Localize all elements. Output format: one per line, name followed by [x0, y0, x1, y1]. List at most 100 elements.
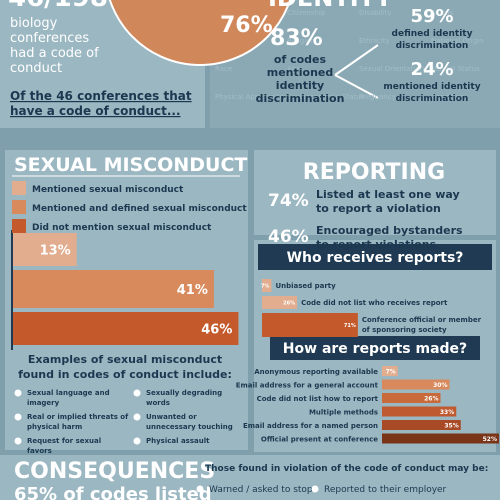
- bar: [382, 433, 499, 444]
- label: Code did not list how to report: [257, 395, 379, 403]
- label: 65% of codes listed: [14, 484, 212, 500]
- label: mentioned identity: [383, 82, 480, 92]
- label: 35%: [444, 423, 458, 430]
- bullet: [14, 389, 22, 397]
- label: 83%: [270, 26, 323, 51]
- label: Mentioned and defined sexual misconduct: [32, 204, 247, 214]
- label: discrimination: [396, 41, 469, 51]
- label: Real or implied threats of: [27, 413, 129, 421]
- label: 26%: [424, 396, 438, 403]
- label: REPORTING: [303, 160, 445, 185]
- label: SEXUAL MISCONDUCT: [14, 154, 247, 176]
- arrow: [334, 44, 379, 76]
- label: Encouraged bystanders: [316, 224, 463, 237]
- background-word: Condition: [431, 93, 464, 101]
- label: 76%: [220, 13, 273, 38]
- label: IDENTITY: [268, 0, 393, 12]
- label: CONSEQUENCES: [14, 459, 215, 484]
- label: Conference official or member: [362, 316, 482, 324]
- background-word: Pregnancy: [359, 93, 396, 101]
- background-word: Age: [287, 65, 301, 73]
- label: Sexually degrading: [146, 389, 222, 397]
- bar: [382, 379, 450, 390]
- label: Did not mention sexual misconduct: [32, 223, 212, 233]
- label: 7%: [386, 369, 396, 376]
- background-word: Ethnicity: [359, 37, 390, 45]
- background-word: Status: [431, 9, 454, 17]
- label: 33%: [440, 409, 454, 416]
- label: favors: [27, 447, 52, 455]
- label: words: [146, 399, 170, 407]
- label: Request for sexual: [27, 437, 101, 445]
- legend-swatch: [12, 181, 26, 195]
- label: discrimination: [256, 92, 345, 105]
- bar: [13, 312, 239, 345]
- label: Listed at least one way: [316, 188, 460, 201]
- label: 24%: [410, 59, 453, 80]
- label: identity: [276, 79, 324, 92]
- label: imagery: [27, 399, 60, 407]
- background-word: Sexual Orientation: [359, 65, 424, 73]
- label: 7%: [261, 284, 270, 290]
- who-header: [258, 244, 492, 270]
- label: Who receives reports?: [287, 250, 464, 266]
- bar: [382, 393, 441, 403]
- label: discrimination: [396, 94, 469, 104]
- label: Mentioned sexual misconduct: [32, 185, 184, 195]
- bar: [382, 366, 398, 376]
- label: conduct: [10, 61, 62, 76]
- bar: [262, 296, 298, 309]
- label: 74%: [268, 191, 309, 211]
- label: Unwanted or: [146, 413, 197, 421]
- label: defined identity: [392, 29, 473, 39]
- background-word: Religion: [287, 37, 315, 45]
- label: Of the 46 conferences that: [10, 89, 192, 103]
- background-word: Marital Status: [431, 65, 480, 73]
- bullet: [311, 485, 319, 493]
- bar: [13, 233, 77, 266]
- label: found in codes of conduct include:: [18, 368, 232, 381]
- label: conferences: [10, 31, 89, 46]
- label: 41%: [177, 283, 208, 298]
- background-word: National Origin: [431, 37, 484, 45]
- label: Warned / asked to stop: [209, 485, 313, 495]
- label: 52%: [483, 436, 497, 443]
- legend-swatch: [12, 219, 26, 233]
- label: 59%: [410, 6, 453, 27]
- label: Sexual language and: [27, 389, 110, 397]
- background-word: Citizenship: [287, 9, 326, 17]
- bullet: [14, 437, 22, 445]
- bullet: [133, 389, 141, 397]
- label: to report a violation: [316, 202, 441, 215]
- label: biology: [10, 16, 58, 31]
- label: How are reports made?: [283, 341, 467, 357]
- background-word: Race: [215, 65, 232, 73]
- label: 46%: [268, 227, 309, 247]
- bullet: [133, 437, 141, 445]
- legend-swatch: [12, 200, 26, 214]
- label: to report violations: [316, 238, 437, 251]
- reporting-panel: [254, 150, 496, 235]
- arrow: [334, 74, 379, 99]
- label: Unbiased party: [275, 282, 336, 290]
- bullet: [14, 413, 22, 421]
- bar: [13, 270, 214, 308]
- label: 71%: [344, 323, 356, 329]
- label: Multiple methods: [309, 409, 378, 417]
- label: 26%: [283, 301, 295, 307]
- label: Examples of sexual misconduct: [28, 353, 222, 366]
- label: Code did not list who receives report: [301, 299, 448, 307]
- bullet: [196, 485, 204, 493]
- label: 46%: [201, 323, 232, 338]
- bar: [262, 313, 358, 337]
- bar: [382, 406, 457, 417]
- label: unnecessary touching: [146, 423, 233, 431]
- pie-slice: [108, 0, 292, 66]
- background-word: Disability: [359, 9, 391, 17]
- label: Those found in violation of the code of …: [205, 464, 488, 474]
- label: 46/198: [8, 0, 108, 13]
- label: Email address for a named person: [243, 422, 378, 430]
- label: Anonymous reporting available: [254, 368, 378, 376]
